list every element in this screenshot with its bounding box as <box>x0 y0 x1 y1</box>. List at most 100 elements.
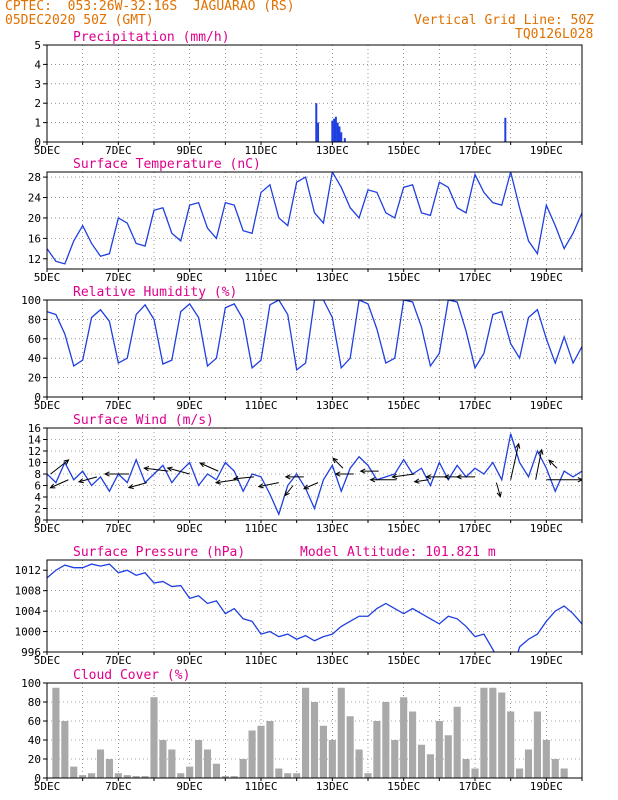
wind-arrow-head <box>369 477 376 483</box>
cloud-bar <box>96 749 105 778</box>
y-tick-label: 16 <box>28 422 41 435</box>
model-code: TQ0126L028 <box>515 27 594 42</box>
x-tick-label: 17DEC <box>458 654 491 667</box>
cloud-bar <box>302 687 310 778</box>
x-tick-label: 17DEC <box>458 399 491 412</box>
x-tick-label: 11DEC <box>244 399 277 412</box>
y-tick-label: 40 <box>28 734 41 747</box>
wind-arrow <box>50 459 69 475</box>
panel-frame <box>46 171 583 270</box>
panel-title: Surface Temperature (nC) <box>73 157 261 172</box>
series-line <box>47 172 582 265</box>
cloud-bar <box>480 687 488 778</box>
panel-1 <box>43 171 583 272</box>
plot-area <box>47 563 582 652</box>
series-line <box>47 433 582 517</box>
x-tick-label: 7DEC <box>105 271 132 284</box>
y-tick-label: 10 <box>28 457 41 470</box>
cloud-bar <box>114 773 122 778</box>
wind-arrow-head <box>515 442 521 449</box>
x-tick-label: 19DEC <box>530 780 563 793</box>
x-tick-label: 9DEC <box>176 144 203 157</box>
x-tick-label: 7DEC <box>105 654 132 667</box>
y-tick-label: 60 <box>28 333 41 346</box>
y-tick-label: 60 <box>28 715 41 728</box>
x-tick-label: 15DEC <box>387 780 420 793</box>
x-tick-label: 5DEC <box>34 780 61 793</box>
y-tick-label: 24 <box>28 192 42 205</box>
x-tick-label: 13DEC <box>316 522 349 535</box>
cloud-bar <box>52 687 60 778</box>
y-tick-label: 0 <box>34 772 41 785</box>
x-tick-label: 5DEC <box>34 654 61 667</box>
wind-arrow <box>215 479 237 484</box>
cloud-bar <box>373 721 381 778</box>
cloud-bar <box>435 721 443 778</box>
grid-note: Vertical Grid Line: 50Z <box>414 13 595 28</box>
precip-bar <box>333 118 336 142</box>
x-tick-label: 15DEC <box>387 654 420 667</box>
wind-arrow-head <box>284 490 290 497</box>
panel-frame <box>46 299 583 398</box>
x-tick-label: 17DEC <box>458 144 491 157</box>
x-tick-label: 11DEC <box>244 522 277 535</box>
plot-area <box>47 172 582 265</box>
cloud-bar <box>524 749 533 778</box>
wind-arrow <box>510 443 520 480</box>
cloud-bar <box>400 697 408 778</box>
wind-arrow <box>78 476 98 483</box>
panel-0 <box>43 44 583 145</box>
x-tick-label: 9DEC <box>176 399 203 412</box>
wind-arrow-head <box>199 462 206 468</box>
cloud-bar <box>507 711 515 778</box>
precip-bar <box>315 103 318 142</box>
y-tick-label: 5 <box>34 39 41 52</box>
x-tick-label: 9DEC <box>176 654 203 667</box>
cloud-bar <box>462 759 470 778</box>
precip-bar <box>338 126 341 142</box>
wind-arrow-head <box>143 466 150 472</box>
panel-title: Relative Humidity (%) <box>73 285 237 300</box>
cloud-bar <box>346 716 354 778</box>
y-tick-label: 1000 <box>15 626 42 639</box>
cloud-bar <box>417 744 426 778</box>
cloud-bar <box>203 749 212 778</box>
wind-arrow-head <box>577 477 582 483</box>
cloud-bar <box>498 692 506 778</box>
panel-frame <box>46 559 583 653</box>
x-tick-label: 15DEC <box>387 522 420 535</box>
x-tick-label: 9DEC <box>176 522 203 535</box>
cloud-bar <box>195 740 203 778</box>
plot-area <box>52 687 568 778</box>
wind-arrow <box>414 479 429 483</box>
cloud-bar <box>141 776 149 778</box>
cloud-bar <box>551 759 559 778</box>
wind-arrow <box>128 482 148 489</box>
y-tick-label: 4 <box>34 491 41 504</box>
x-tick-label: 15DEC <box>387 144 420 157</box>
precip-bar <box>504 117 507 142</box>
cloud-bar <box>105 759 113 778</box>
x-tick-label: 11DEC <box>244 654 277 667</box>
wind-arrow <box>392 473 415 478</box>
y-tick-label: 14 <box>28 434 42 447</box>
y-tick-label: 1008 <box>15 585 42 598</box>
y-tick-label: 1004 <box>15 605 42 618</box>
wind-arrow-head <box>455 474 462 480</box>
wind-arrow-head <box>359 468 366 474</box>
y-tick-label: 100 <box>21 294 41 307</box>
wind-arrow-head <box>103 471 110 477</box>
cloud-bar <box>426 754 434 778</box>
panel-title: Precipitation (mm/h) <box>73 30 230 45</box>
cloud-bar <box>319 725 327 778</box>
precip-bar <box>336 122 339 142</box>
y-tick-label: 28 <box>28 171 41 184</box>
x-tick-label: 19DEC <box>530 654 563 667</box>
x-tick-label: 5DEC <box>34 144 61 157</box>
wind-arrow-head <box>63 459 70 465</box>
panel-subtitle: Model Altitude: 101.821 m <box>300 545 496 560</box>
y-tick-label: 0 <box>34 514 41 527</box>
cloud-bar <box>382 702 390 778</box>
wind-arrow-head <box>214 479 221 485</box>
cloud-bar <box>471 768 479 778</box>
